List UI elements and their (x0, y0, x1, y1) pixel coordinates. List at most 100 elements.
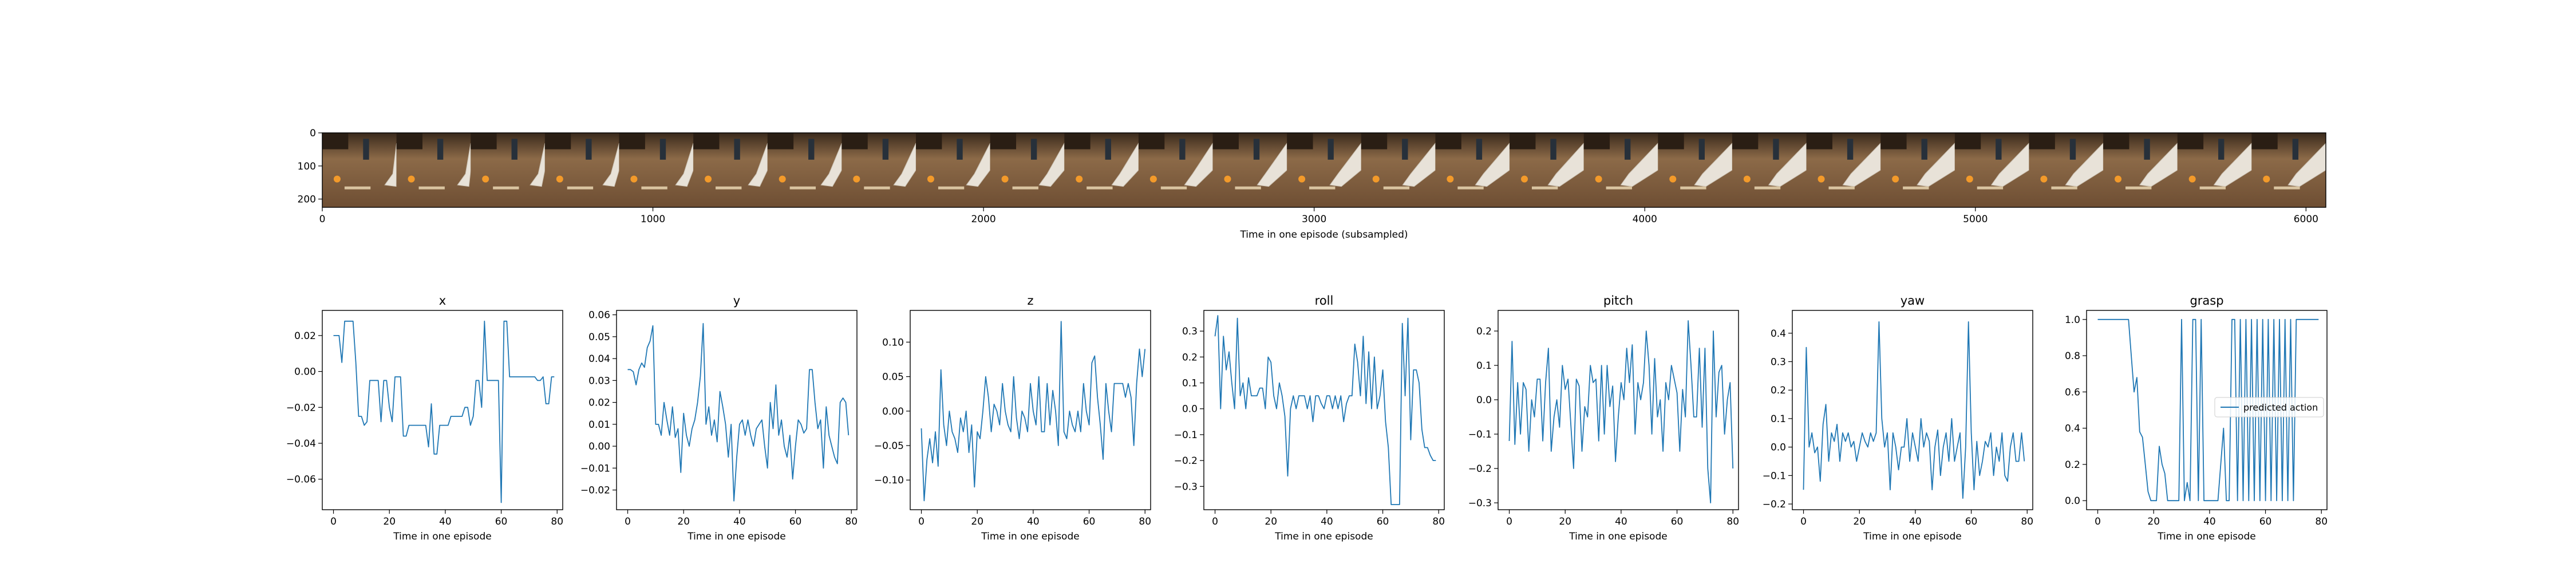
x-axis-label: Time in one episode (981, 531, 1079, 542)
x-tick-label: 4000 (1633, 214, 1657, 225)
frame-tool (567, 186, 594, 190)
frame-orange (1595, 175, 1602, 183)
y-tick-label: −0.1 (1174, 430, 1198, 441)
frame-tool (938, 186, 965, 190)
x-axis-label: Time in one episode (1274, 531, 1373, 542)
x-tick-label: 0 (918, 516, 924, 527)
frame-background-wall (544, 133, 571, 149)
frame-orange (1001, 175, 1009, 183)
x-tick-label: 60 (789, 516, 802, 527)
y-tick-label: 0.0 (1182, 404, 1198, 415)
frame-robot-arm (1694, 142, 1733, 187)
frame-orange (1298, 175, 1306, 183)
frame-tool (641, 186, 667, 190)
frame-robot-arm (1329, 142, 1362, 187)
x-tick-label: 40 (439, 516, 452, 527)
y-tick-label: 0.2 (2065, 459, 2080, 471)
x-tick-label: 20 (1853, 516, 1866, 527)
y-tick-label: −0.2 (1468, 463, 1492, 475)
series-line (1803, 321, 2025, 499)
y-tick-label: −0.06 (286, 474, 316, 486)
frame-background-wall (1583, 133, 1610, 149)
x-tick-label: 5000 (1963, 214, 1988, 225)
series-line (2097, 318, 2319, 502)
y-tick-label: 1.0 (2065, 314, 2080, 326)
frame-object (1030, 139, 1037, 160)
frame-orange (1224, 175, 1231, 183)
frame-tool (716, 186, 742, 190)
x-tick-label: 0 (2095, 516, 2101, 527)
y-tick-label: 200 (298, 194, 316, 206)
frame-background-wall (471, 133, 497, 149)
x-tick-label: 0 (330, 516, 337, 527)
x-tick-label: 0 (1506, 516, 1512, 527)
x-tick-label: 80 (1432, 516, 1445, 527)
x-tick-label: 3000 (1302, 214, 1326, 225)
frame-object (437, 139, 444, 160)
y-tick-label: 0.0 (1771, 442, 1786, 454)
frame-robot-arm (457, 143, 471, 187)
frame-object (511, 139, 517, 160)
frame-tool (1754, 186, 1781, 190)
y-tick-label: −0.10 (874, 475, 904, 486)
panel-title: grasp (2190, 294, 2223, 308)
video-frame (396, 133, 471, 207)
x-tick-label: 1000 (641, 214, 665, 225)
x-tick-label: 0 (319, 214, 326, 225)
frame-object (1253, 139, 1260, 160)
y-tick-label: −0.3 (1468, 498, 1492, 509)
y-tick-label: 0.3 (1771, 356, 1786, 368)
panel-title: yaw (1901, 294, 1925, 308)
x-tick-label: 40 (1615, 516, 1627, 527)
series-line (1508, 320, 1734, 503)
frame-orange (408, 175, 415, 183)
x-axis-label: Time in one episode (1863, 531, 1961, 542)
y-tick-label: 0.00 (882, 406, 904, 418)
frame-object (1698, 139, 1705, 160)
frame-orange (927, 175, 934, 183)
frame-tool (1828, 186, 1855, 190)
video-frame (1954, 133, 2029, 207)
y-tick-label: 0.3 (1182, 326, 1198, 337)
legend: predicted action (2214, 397, 2324, 418)
frame-tool (1606, 186, 1632, 190)
series-line (920, 321, 1146, 502)
video-frame (1732, 133, 1807, 207)
frame-object (659, 139, 666, 160)
frame-object (808, 139, 815, 160)
x-tick-label: 80 (2315, 516, 2328, 527)
y-tick-label: 0.1 (1182, 378, 1198, 389)
video-frame (1583, 133, 1658, 207)
frame-background-wall (693, 133, 720, 149)
frame-object (1179, 139, 1186, 160)
frame-robot-arm (1620, 142, 1658, 187)
frame-orange (2115, 175, 2122, 183)
panel-frame (1792, 310, 2033, 510)
legend-label: predicted action (2243, 402, 2318, 413)
video-frame (841, 133, 916, 207)
video-frame (1510, 133, 1585, 207)
frame-tool (1160, 186, 1187, 190)
frame-orange (1892, 175, 1899, 183)
frame-object (1847, 139, 1854, 160)
x-tick-label: 60 (1083, 516, 1096, 527)
x-tick-label: 80 (1139, 516, 1151, 527)
frame-orange (1372, 175, 1380, 183)
video-frame (1212, 133, 1287, 207)
x-tick-label: 20 (677, 516, 690, 527)
frame-object (2144, 139, 2150, 160)
frame-background-wall (1361, 133, 1388, 149)
frame-orange (2040, 175, 2048, 183)
x-tick-label: 40 (733, 516, 746, 527)
frame-object (734, 139, 740, 160)
line-panel: grasp 0 20 40 60 80 0.0 0.2 0.4 0.6 0.8 1.0 Time in … (2065, 294, 2328, 542)
y-tick-label: 0.0 (2065, 495, 2080, 507)
frame-orange (2263, 175, 2270, 183)
frame-robot-arm (2065, 142, 2104, 187)
frame-orange (2188, 175, 2196, 183)
frame-object (1105, 139, 1111, 160)
frame-object (1996, 139, 2002, 160)
frame-tool (493, 186, 519, 190)
frame-background-wall (2103, 133, 2129, 149)
y-tick-label: 0.2 (1476, 326, 1492, 337)
